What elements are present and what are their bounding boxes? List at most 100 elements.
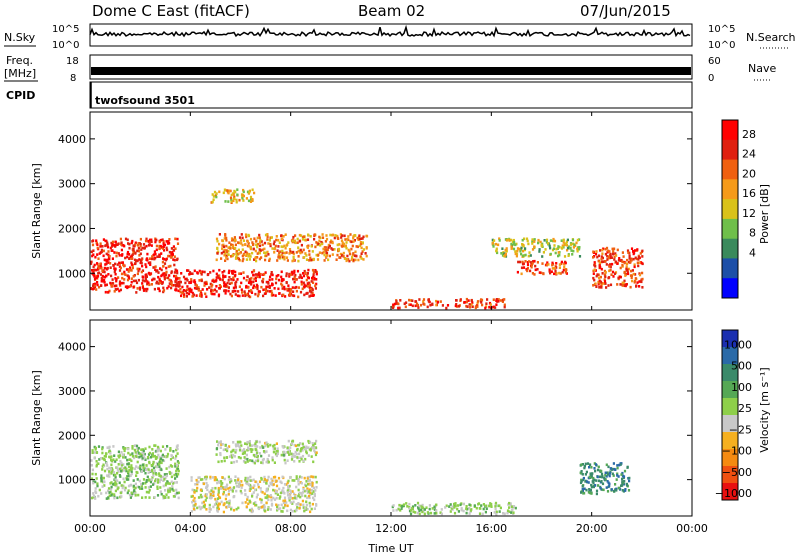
- data-cell: [230, 281, 233, 285]
- data-cell: [399, 504, 403, 508]
- data-cell: [278, 255, 281, 259]
- data-cell: [142, 287, 145, 291]
- data-cell: [103, 469, 107, 473]
- data-cell: [116, 466, 119, 469]
- data-cell: [213, 478, 216, 482]
- data-cell: [110, 470, 113, 473]
- data-cell: [237, 478, 240, 482]
- data-cell: [146, 456, 150, 459]
- data-cell: [393, 302, 396, 306]
- data-cell: [271, 479, 274, 482]
- data-cell: [249, 246, 252, 249]
- data-cell: [122, 453, 125, 456]
- data-cell: [158, 247, 162, 250]
- data-cell: [275, 484, 279, 488]
- data-cell: [215, 237, 219, 241]
- data-cell: [273, 287, 276, 290]
- data-cell: [267, 282, 270, 285]
- data-cell: [204, 494, 207, 498]
- data-cell: [555, 262, 558, 265]
- data-cell: [135, 259, 138, 263]
- data-cell: [214, 497, 217, 501]
- data-cell: [256, 256, 259, 259]
- data-cell: [249, 237, 253, 241]
- data-cell: [342, 255, 345, 258]
- data-cell: [172, 482, 175, 485]
- data-cell: [565, 240, 568, 243]
- data-cell: [281, 251, 284, 255]
- data-cell: [248, 489, 251, 492]
- data-cell: [258, 257, 261, 261]
- data-cell: [247, 483, 251, 486]
- data-cell: [617, 276, 620, 280]
- data-cell: [162, 257, 165, 260]
- data-cell: [228, 455, 232, 458]
- data-cell: [235, 485, 238, 488]
- data-cell: [494, 505, 497, 508]
- data-cell: [179, 287, 182, 291]
- data-cell: [468, 507, 471, 510]
- data-cell: [569, 246, 572, 250]
- data-cell: [341, 254, 344, 257]
- data-cell: [247, 199, 251, 203]
- data-cell: [148, 240, 151, 243]
- sky-right-tick-top: 10^5: [708, 24, 735, 35]
- data-cell: [215, 290, 218, 293]
- data-cell: [460, 507, 463, 510]
- power-colorbar-swatch: [722, 238, 738, 259]
- data-cell: [311, 288, 314, 292]
- data-cell: [276, 452, 279, 456]
- data-cell: [167, 490, 170, 494]
- data-cell: [219, 440, 222, 443]
- data-cell: [619, 259, 622, 262]
- data-cell: [253, 191, 256, 195]
- data-cell: [134, 494, 137, 497]
- data-cell: [176, 447, 179, 451]
- data-cell: [247, 476, 250, 480]
- data-cell: [279, 495, 282, 498]
- data-cell: [556, 247, 559, 250]
- data-cell: [146, 282, 149, 286]
- data-cell: [614, 483, 617, 486]
- data-cell: [204, 477, 207, 481]
- data-cell: [310, 245, 313, 248]
- data-cell: [598, 286, 601, 289]
- data-cell: [614, 488, 617, 491]
- data-cell: [91, 269, 94, 272]
- data-cell: [465, 511, 468, 515]
- data-cell: [359, 242, 363, 246]
- data-cell: [239, 251, 242, 254]
- data-cell: [296, 448, 299, 452]
- data-cell: [350, 258, 353, 261]
- data-cell: [288, 484, 291, 488]
- data-cell: [268, 259, 271, 262]
- data-cell: [315, 278, 318, 281]
- data-cell: [117, 450, 120, 454]
- data-cell: [120, 451, 123, 454]
- data-cell: [392, 303, 395, 307]
- data-cell: [300, 491, 303, 495]
- data-cell: [144, 263, 147, 266]
- data-cell: [156, 481, 159, 484]
- nave-label: Nave: [748, 62, 776, 75]
- freq-left-tick-bottom: 8: [70, 73, 76, 84]
- data-cell: [501, 300, 504, 303]
- data-cell: [92, 273, 95, 277]
- data-cell: [563, 255, 567, 258]
- data-cell: [580, 463, 583, 466]
- data-cell: [161, 238, 164, 241]
- data-cell: [249, 195, 253, 199]
- data-cell: [263, 272, 266, 276]
- data-cell: [258, 233, 261, 237]
- data-cell: [601, 256, 604, 260]
- data-cell: [257, 271, 261, 275]
- data-cell: [280, 510, 283, 513]
- data-cell: [582, 492, 585, 495]
- data-cell: [246, 495, 249, 499]
- data-cell: [137, 278, 140, 282]
- data-cell: [549, 271, 552, 275]
- data-cell: [218, 284, 221, 287]
- data-cell: [324, 255, 328, 259]
- data-cell: [621, 251, 624, 254]
- data-cell: [242, 190, 245, 194]
